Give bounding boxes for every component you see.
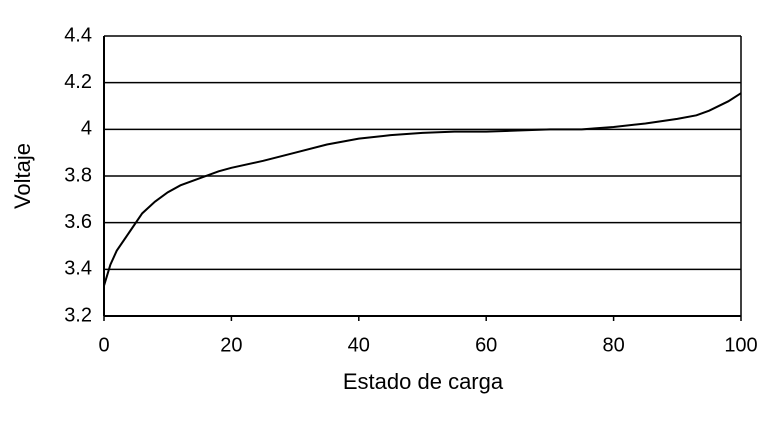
y-tick-label: 4.2 <box>64 71 92 93</box>
y-tick-label: 3.8 <box>64 164 92 186</box>
y-tick-label: 3.2 <box>64 304 92 326</box>
y-tick-label: 3.4 <box>64 258 92 280</box>
y-tick-label: 3.6 <box>64 211 92 233</box>
x-tick-label: 40 <box>348 334 370 356</box>
x-tick-label: 0 <box>98 334 109 356</box>
x-tick-label: 60 <box>475 334 497 356</box>
y-axis-title: Voltaje <box>10 143 35 209</box>
line-series <box>103 92 742 286</box>
x-tick-label: 100 <box>724 334 757 356</box>
x-axis-title: Estado de carga <box>343 369 504 394</box>
y-tick-label: 4.4 <box>64 24 92 46</box>
x-tick-label: 20 <box>220 334 242 356</box>
y-tick-label: 4 <box>81 118 92 140</box>
x-tick-label: 80 <box>602 334 624 356</box>
